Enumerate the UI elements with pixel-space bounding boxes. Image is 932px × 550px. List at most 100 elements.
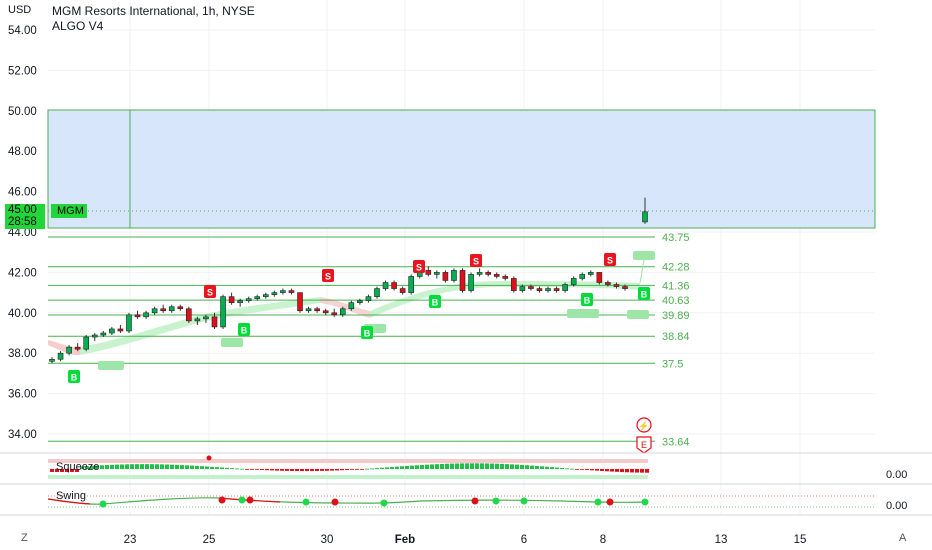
candle-body (622, 286, 628, 289)
squeeze-bar (490, 463, 494, 469)
candle-body (451, 270, 457, 281)
squeeze-bar (265, 469, 269, 471)
candle-body (545, 288, 551, 291)
swing-dot (471, 497, 479, 505)
time-axis-tick: 15 (794, 534, 807, 546)
squeeze-bar (535, 465, 539, 469)
candle-body (613, 284, 620, 287)
candle-body (570, 278, 577, 285)
buy-signal-badge-label: B (71, 373, 78, 383)
candle-body (365, 296, 372, 301)
timezone-button[interactable]: Z (21, 532, 28, 544)
squeeze-bar (105, 465, 109, 469)
squeeze-bar (620, 469, 624, 473)
price-axis[interactable]: 54.00 52.00 50.00 48.00 46.00 44.00 42.00 40.00… (8, 25, 37, 441)
symbol-tag (51, 204, 87, 218)
squeeze-bar (175, 464, 179, 469)
candle-body (245, 298, 252, 301)
squeeze-bar (95, 465, 99, 469)
squeeze-bar (320, 469, 324, 471)
candle-body (434, 272, 440, 275)
currency-label: USD (8, 4, 32, 16)
time-axis-tick: 25 (203, 534, 216, 546)
level-label: 33.64 (662, 436, 690, 448)
squeeze-bar (370, 468, 374, 470)
swing-dot (302, 498, 310, 506)
squeeze-bar (260, 469, 264, 470)
squeeze-bar (560, 467, 564, 469)
candle-body (305, 308, 312, 312)
candle-body (596, 272, 603, 283)
squeeze-bar (230, 468, 234, 469)
candle-body (91, 334, 98, 338)
squeeze-bar (645, 469, 649, 473)
candle-body (331, 312, 338, 316)
candle-body (74, 346, 81, 350)
sell-signal-badge (604, 253, 616, 266)
squeeze-bar (85, 466, 89, 469)
chart-title[interactable]: MGM Resorts International, 1h, NYSE (52, 4, 255, 18)
auto-scale-button[interactable]: A (899, 532, 907, 544)
squeeze-bar (380, 467, 384, 469)
squeeze-bar (445, 463, 449, 469)
buy-signal-badge-label: B (241, 326, 248, 336)
last-price-tag (5, 204, 45, 229)
level-label: 43.75 (662, 232, 690, 244)
bar-countdown: 28:58 (8, 216, 37, 228)
squeeze-bar (455, 463, 459, 469)
swing-line (47, 497, 646, 505)
squeeze-bar (310, 469, 314, 472)
signal-badges: B B B B B B S S S S S ⚡ E (68, 253, 652, 454)
candle-body (339, 308, 346, 316)
candle-body (160, 308, 166, 312)
buy-signal-badge (429, 295, 441, 308)
squeeze-bar (475, 463, 479, 469)
level-label: 41.36 (662, 280, 690, 292)
swing-label[interactable]: Swing (56, 490, 86, 502)
candle-body (468, 274, 474, 291)
swing-dot (99, 500, 107, 508)
lightning-icon-glyph: ⚡ (638, 420, 649, 432)
squeeze-bar (420, 464, 424, 469)
sell-signal-badge-label: S (607, 256, 613, 266)
candle-body (66, 346, 72, 354)
time-axis-tick: Feb (395, 534, 415, 546)
squeeze-bar (125, 464, 129, 469)
sell-signal-badge (204, 285, 216, 298)
price-axis-tick: 54.00 (8, 25, 37, 37)
squeeze-bar (460, 463, 464, 469)
swing-dot (594, 498, 602, 506)
squeeze-bar (75, 469, 79, 472)
candle-body (168, 306, 175, 312)
squeeze-bar (305, 469, 309, 472)
ma-ribbon-green-2 (370, 281, 640, 318)
time-axis-tick: 13 (715, 534, 728, 546)
indicator-name[interactable]: ALGO V4 (52, 19, 104, 33)
candle-body (425, 270, 432, 275)
squeeze-bar (425, 464, 429, 469)
squeeze-bar (345, 469, 349, 470)
squeeze-bar (590, 469, 594, 471)
price-axis-tick: 50.00 (8, 106, 37, 118)
level-label: 42.28 (662, 262, 690, 274)
vertical-gridlines (129, 0, 801, 515)
squeeze-bar (395, 466, 399, 469)
squeeze-bar (440, 463, 444, 469)
candle-body (493, 274, 500, 277)
squeeze-label[interactable]: Squeeze (56, 461, 100, 473)
candle-body (579, 274, 586, 279)
squeeze-bar (505, 464, 509, 469)
swing-dot (641, 498, 649, 506)
swing-value: 0.00 (886, 500, 908, 512)
squeeze-bar (545, 466, 549, 469)
candle-body (297, 292, 303, 312)
candle-body (528, 286, 534, 289)
squeeze-bar (245, 469, 249, 470)
candle-body (357, 300, 363, 303)
squeeze-bar (530, 465, 534, 469)
time-axis[interactable]: 23 25 30 Feb 6 8 13 15 (124, 534, 807, 546)
candle-body (511, 278, 517, 291)
squeeze-bar (120, 464, 124, 469)
squeeze-bar (625, 469, 629, 473)
